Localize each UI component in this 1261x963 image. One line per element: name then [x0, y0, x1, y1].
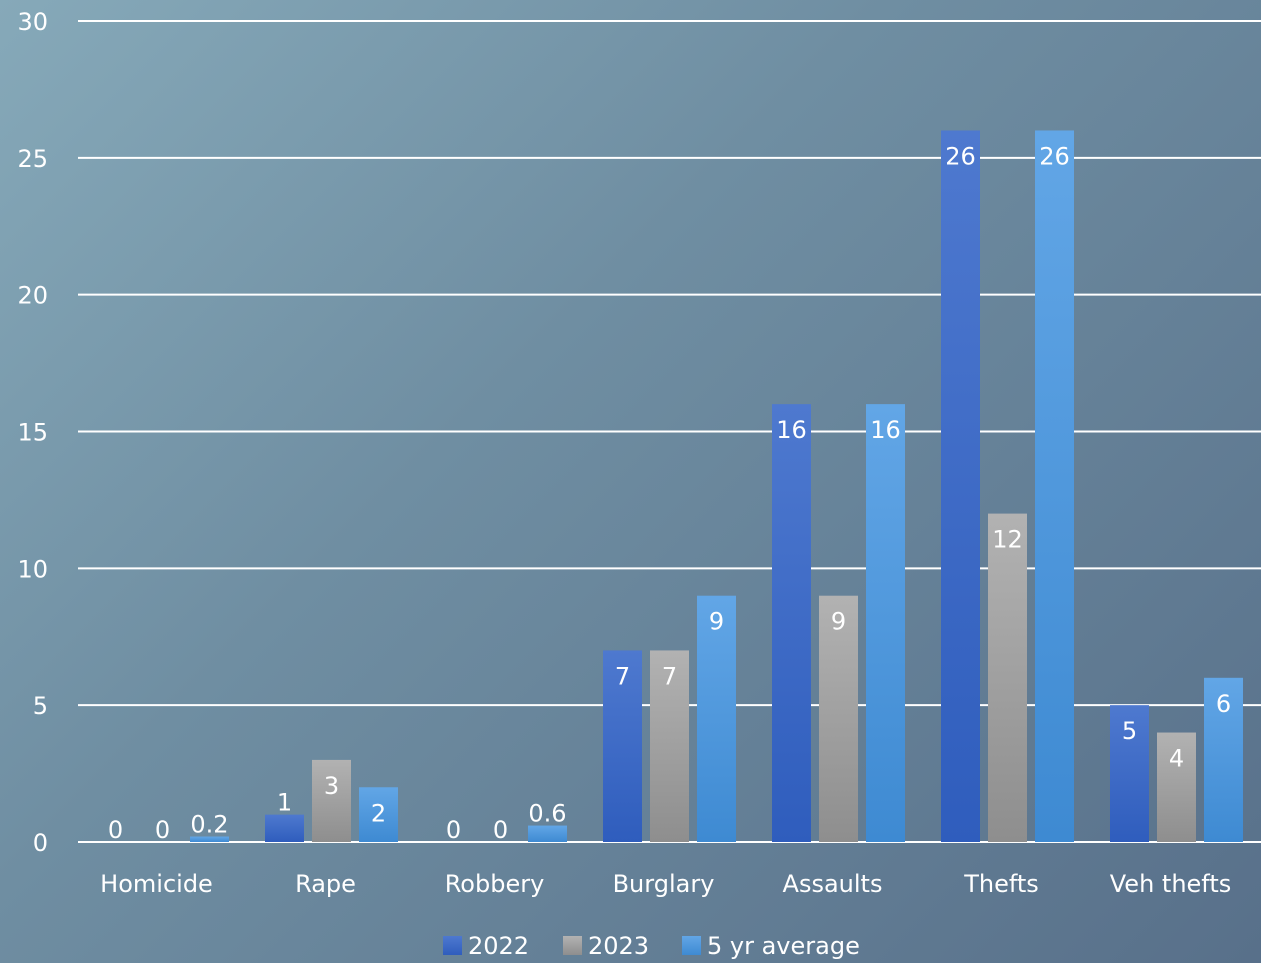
y-tick-label: 0 — [33, 829, 48, 857]
data-label-2023-veh-thefts: 4 — [1169, 745, 1184, 773]
bar-5-yr-average-robbery — [528, 825, 567, 842]
x-axis: Homicide Rape Robbery Burglary Assaults Theft… — [100, 870, 1231, 898]
y-tick-label: 20 — [17, 282, 48, 310]
data-label-5-yr-average-assaults: 16 — [870, 416, 901, 444]
legend-label-5-yr-average: 5 yr average — [707, 932, 860, 960]
bar-2022-burglary — [603, 650, 642, 842]
bar-5-yr-average-burglary — [697, 595, 736, 842]
data-label-2023-burglary: 7 — [662, 662, 677, 690]
bar-2022-rape — [265, 814, 304, 842]
data-label-2022-homicide: 0 — [108, 816, 123, 844]
x-category-label: Veh thefts — [1110, 870, 1232, 898]
data-label-5-yr-average-robbery: 0.6 — [528, 800, 566, 828]
x-category-label: Homicide — [100, 870, 213, 898]
bar-2023-veh-thefts — [1157, 732, 1196, 842]
bar-2023-burglary — [650, 650, 689, 842]
legend-swatch-2022 — [443, 936, 462, 955]
data-label-2022-veh-thefts: 5 — [1122, 717, 1137, 745]
legend-swatch-5-yr-average — [682, 936, 701, 955]
bar-2022-veh-thefts — [1110, 705, 1149, 842]
bar-2022-assaults — [772, 404, 811, 842]
gridlines — [78, 20, 1261, 843]
data-label-2023-thefts: 12 — [992, 526, 1023, 554]
data-label-5-yr-average-thefts: 26 — [1039, 142, 1070, 170]
bar-5-yr-average-thefts — [1035, 130, 1074, 842]
data-label-2023-homicide: 0 — [155, 816, 170, 844]
data-label-5-yr-average-rape: 2 — [371, 799, 386, 827]
bars: 0 0 0.2 1 3 2 0 0 0.6 7 7 9 16 9 16 26 12 26 5 4 6 — [108, 130, 1243, 844]
x-category-label: Thefts — [963, 870, 1039, 898]
data-label-2023-assaults: 9 — [831, 608, 846, 636]
legend-swatch-2023 — [563, 936, 582, 955]
y-tick-label: 10 — [17, 555, 48, 583]
bar-2023-thefts — [988, 513, 1027, 842]
data-label-2022-assaults: 16 — [776, 416, 807, 444]
data-label-5-yr-average-veh-thefts: 6 — [1216, 690, 1231, 718]
y-tick-label: 30 — [17, 8, 48, 36]
data-label-2023-rape: 3 — [324, 772, 339, 800]
bar-2023-rape — [312, 759, 351, 842]
y-tick-label: 25 — [17, 145, 48, 173]
data-label-5-yr-average-homicide: 0.2 — [190, 811, 228, 839]
bar-5-yr-average-rape — [359, 787, 398, 842]
bar-2023-assaults — [819, 595, 858, 842]
y-axis: 0 5 10 15 20 25 30 — [17, 8, 48, 857]
data-label-2022-burglary: 7 — [615, 662, 630, 690]
data-label-5-yr-average-burglary: 9 — [709, 608, 724, 636]
bar-5-yr-average-veh-thefts — [1204, 677, 1243, 842]
data-label-2022-rape: 1 — [277, 789, 292, 817]
legend-label-2022: 2022 — [468, 932, 529, 960]
y-tick-label: 15 — [17, 419, 48, 447]
data-label-2022-robbery: 0 — [446, 816, 461, 844]
legend-label-2023: 2023 — [588, 932, 649, 960]
bar-5-yr-average-homicide — [190, 836, 229, 842]
x-category-label: Rape — [295, 870, 356, 898]
x-category-label: Robbery — [445, 870, 545, 898]
data-label-2022-thefts: 26 — [945, 142, 976, 170]
y-tick-label: 5 — [33, 692, 48, 720]
legend: 2022 2023 5 yr average — [443, 932, 860, 960]
x-category-label: Assaults — [783, 870, 883, 898]
data-label-2023-robbery: 0 — [493, 816, 508, 844]
bar-5-yr-average-assaults — [866, 404, 905, 842]
x-category-label: Burglary — [613, 870, 715, 898]
bar-2022-thefts — [941, 130, 980, 842]
